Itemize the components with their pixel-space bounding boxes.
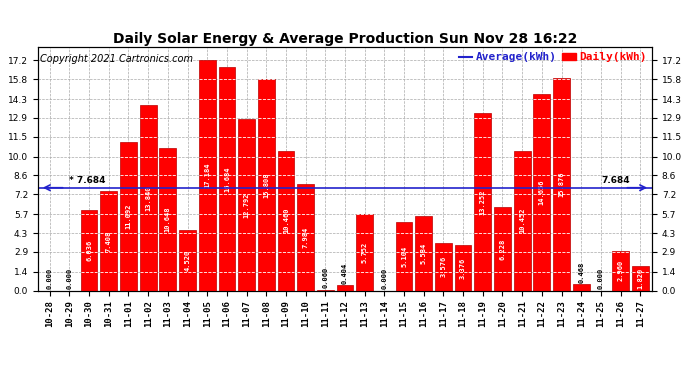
Text: 10.452: 10.452	[519, 208, 525, 233]
Bar	[101, 191, 117, 291]
Text: 5.584: 5.584	[421, 243, 426, 264]
Legend: Average(kWh), Daily(kWh): Average(kWh), Daily(kWh)	[459, 53, 647, 63]
Bar	[475, 113, 491, 291]
Bar	[258, 79, 275, 291]
Text: 2.960: 2.960	[618, 260, 624, 281]
Text: 4.520: 4.520	[184, 250, 190, 271]
Bar	[514, 151, 531, 291]
Text: 11.092: 11.092	[126, 204, 132, 229]
Text: 0.000: 0.000	[382, 267, 387, 289]
Bar	[277, 150, 295, 291]
Bar	[356, 214, 373, 291]
Text: 0.000: 0.000	[66, 267, 72, 289]
Bar	[179, 230, 196, 291]
Bar	[238, 119, 255, 291]
Text: 3.376: 3.376	[460, 257, 466, 279]
Bar	[317, 290, 334, 291]
Text: 3.576: 3.576	[440, 256, 446, 277]
Text: 6.036: 6.036	[86, 240, 92, 261]
Text: 0.060: 0.060	[322, 267, 328, 288]
Bar	[455, 245, 471, 291]
Bar	[494, 207, 511, 291]
Bar	[297, 184, 314, 291]
Text: 0.000: 0.000	[47, 267, 52, 289]
Bar	[415, 216, 432, 291]
Text: 0.468: 0.468	[578, 262, 584, 283]
Bar	[219, 67, 235, 291]
Text: 15.808: 15.808	[264, 172, 269, 198]
Text: * 7.684: * 7.684	[70, 176, 106, 185]
Text: 12.792: 12.792	[244, 192, 250, 218]
Text: 7.984: 7.984	[303, 226, 308, 248]
Text: 5.104: 5.104	[401, 246, 407, 267]
Text: 7.408: 7.408	[106, 230, 112, 252]
Text: 13.252: 13.252	[480, 189, 486, 214]
Bar	[435, 243, 452, 291]
Text: 6.228: 6.228	[500, 238, 506, 260]
Bar	[81, 210, 97, 291]
Text: 7.684: 7.684	[602, 176, 631, 185]
Text: 14.656: 14.656	[539, 180, 545, 205]
Text: 1.820: 1.820	[638, 268, 643, 289]
Text: Copyright 2021 Cartronics.com: Copyright 2021 Cartronics.com	[40, 54, 193, 64]
Bar	[533, 94, 550, 291]
Title: Daily Solar Energy & Average Production Sun Nov 28 16:22: Daily Solar Energy & Average Production …	[112, 32, 578, 46]
Bar	[337, 285, 353, 291]
Bar	[199, 60, 215, 291]
Text: 10.648: 10.648	[165, 207, 171, 232]
Bar	[632, 266, 649, 291]
Bar	[553, 78, 570, 291]
Text: 5.752: 5.752	[362, 242, 368, 263]
Bar	[395, 222, 413, 291]
Text: 10.460: 10.460	[283, 208, 289, 233]
Text: 17.184: 17.184	[204, 163, 210, 188]
Text: 16.684: 16.684	[224, 166, 230, 192]
Text: 15.876: 15.876	[558, 172, 564, 197]
Text: 0.404: 0.404	[342, 262, 348, 284]
Bar	[120, 142, 137, 291]
Bar	[140, 105, 157, 291]
Bar	[573, 284, 589, 291]
Bar	[159, 148, 176, 291]
Text: 13.840: 13.840	[145, 185, 151, 211]
Bar	[612, 251, 629, 291]
Text: 0.000: 0.000	[598, 267, 604, 289]
